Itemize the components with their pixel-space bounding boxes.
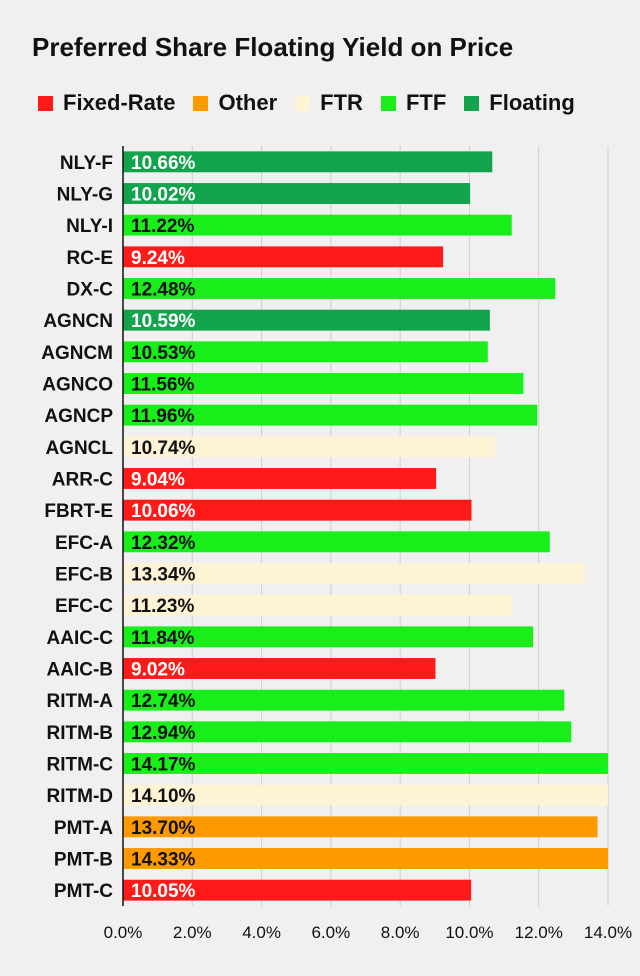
category-label: NLY-G: [57, 185, 113, 206]
x-tick-label: 2.0%: [173, 923, 212, 942]
value-label: 10.74%: [131, 438, 196, 459]
value-label: 14.10%: [131, 786, 196, 807]
category-label: PMT-C: [54, 881, 113, 902]
x-tick-label: 10.0%: [445, 923, 493, 942]
category-label: ARR-C: [52, 470, 113, 491]
category-label: NLY-F: [60, 153, 113, 174]
category-label: DX-C: [67, 280, 114, 301]
value-label: 10.53%: [131, 343, 196, 364]
legend-item: FTF: [380, 90, 447, 116]
category-label: AAIC-C: [47, 628, 114, 649]
value-label: 10.05%: [131, 881, 196, 902]
bar: [123, 214, 512, 236]
legend-label: FTF: [405, 90, 447, 115]
category-label: RITM-C: [47, 755, 114, 776]
value-label: 9.02%: [131, 660, 185, 681]
category-label: AGNCL: [45, 438, 113, 459]
bar: [123, 594, 513, 616]
value-label: 9.24%: [131, 248, 185, 269]
value-label: 10.59%: [131, 311, 196, 332]
bar: [123, 278, 556, 299]
value-label: 10.06%: [131, 501, 196, 522]
bar: [123, 499, 472, 521]
x-tick-label: 4.0%: [242, 923, 281, 942]
legend-item: Fixed-Rate: [38, 90, 175, 116]
category-label: EFC-C: [55, 596, 113, 617]
x-tick-label: 14.0%: [584, 923, 632, 942]
legend-swatch: [380, 95, 396, 111]
bar: [123, 721, 572, 743]
legend-swatch: [464, 95, 480, 111]
bar: [123, 341, 488, 363]
category-label: PMT-A: [54, 818, 113, 839]
bar: [123, 404, 538, 426]
category-label: EFC-A: [55, 533, 113, 554]
value-label: 14.33%: [131, 850, 196, 871]
value-label: 12.48%: [131, 280, 196, 301]
category-label: PMT-B: [54, 850, 113, 871]
category-label: AAIC-B: [47, 660, 114, 681]
x-tick-label: 12.0%: [515, 923, 563, 942]
bar: [123, 753, 608, 774]
bar: [123, 689, 565, 711]
category-label: NLY-I: [66, 216, 113, 237]
legend-swatch: [193, 95, 209, 111]
bar: [123, 848, 608, 869]
chart-title: Preferred Share Floating Yield on Price: [32, 32, 514, 62]
x-tick-label: 0.0%: [104, 923, 143, 942]
category-label: AGNCP: [44, 406, 113, 427]
legend-label: Floating: [489, 90, 575, 115]
legend-item: Other: [193, 90, 277, 116]
value-label: 13.70%: [131, 818, 196, 839]
bar: [123, 436, 496, 458]
value-label: 10.66%: [131, 153, 196, 174]
bar: [123, 309, 490, 331]
value-label: 10.02%: [131, 185, 196, 206]
bar: [123, 468, 437, 489]
bar: [123, 626, 534, 648]
legend-swatch: [38, 95, 53, 111]
x-tick-label: 6.0%: [311, 923, 350, 942]
category-label: EFC-B: [55, 565, 113, 586]
legend-swatch: [295, 95, 311, 111]
legend-item: Floating: [464, 90, 575, 116]
value-label: 12.74%: [131, 691, 196, 712]
category-label: RITM-B: [47, 723, 113, 744]
legend: Fixed-Rate Other FTR FTF Floating: [38, 90, 593, 116]
legend-label: FTR: [320, 90, 363, 115]
bar: [123, 879, 472, 901]
bar: [123, 784, 608, 806]
bar: [123, 563, 586, 584]
bar: [123, 183, 471, 204]
category-label: RITM-A: [47, 691, 114, 712]
bar: [123, 151, 493, 173]
value-label: 12.32%: [131, 533, 196, 554]
category-label: AGNCO: [42, 375, 113, 396]
bar: [123, 373, 524, 394]
bar: [123, 246, 444, 268]
category-label: FBRT-E: [44, 501, 113, 522]
value-label: 11.22%: [131, 216, 194, 237]
category-label: AGNCN: [43, 311, 113, 332]
category-label: AGNCM: [41, 343, 113, 364]
x-tick-label: 8.0%: [381, 923, 420, 942]
legend-label: Fixed-Rate: [63, 90, 176, 115]
bar: [123, 816, 598, 838]
value-label: 11.56%: [131, 375, 194, 396]
bar: [123, 658, 436, 679]
category-label: RC-E: [67, 248, 113, 269]
value-label: 13.34%: [131, 565, 196, 586]
legend-item: FTR: [295, 90, 363, 116]
bar: [123, 531, 550, 553]
legend-label: Other: [218, 90, 278, 115]
value-label: 11.23%: [131, 596, 194, 617]
category-label: RITM-D: [47, 786, 113, 807]
value-label: 14.17%: [131, 755, 196, 776]
value-label: 9.04%: [131, 470, 185, 491]
value-label: 12.94%: [131, 723, 196, 744]
value-label: 11.84%: [131, 628, 194, 649]
value-label: 11.96%: [131, 406, 194, 427]
